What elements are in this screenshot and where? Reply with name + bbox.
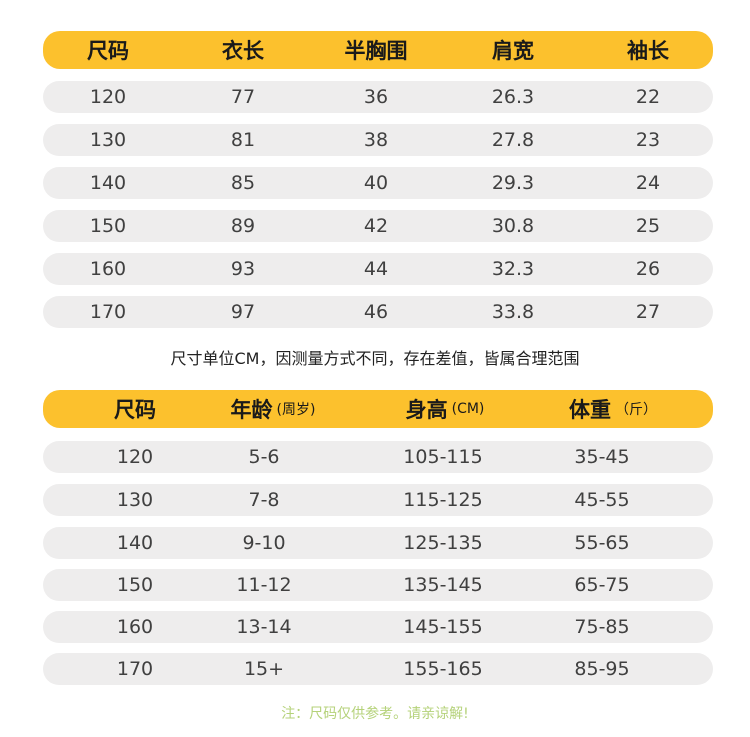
table-cell: 150 <box>116 574 154 596</box>
header-main: 体重 <box>569 398 611 422</box>
table-cell: 65-75 <box>574 574 630 596</box>
table1-header-shoulder: 肩宽 <box>492 39 534 63</box>
header-main: 尺码 <box>114 398 156 422</box>
table2-row: 140 9-10 125-135 55-65 <box>43 527 713 559</box>
table1-row: 140 85 40 29.3 24 <box>43 167 713 199</box>
table-cell: 15+ <box>243 658 285 680</box>
header-sub: （斤） <box>615 402 657 418</box>
table-cell: 22 <box>635 86 661 108</box>
table2-row: 160 13-14 145-155 75-85 <box>43 611 713 643</box>
table-cell: 120 <box>89 86 127 108</box>
table-cell: 160 <box>116 616 154 638</box>
table-cell: 24 <box>635 172 661 194</box>
table-cell: 32.3 <box>491 258 535 280</box>
table1-header-size: 尺码 <box>87 39 129 63</box>
table-cell: 115-125 <box>403 489 483 511</box>
table-cell: 13-14 <box>236 616 292 638</box>
table-cell: 27 <box>635 301 661 323</box>
table-cell: 97 <box>230 301 256 323</box>
table-cell: 38 <box>363 129 389 151</box>
table2-row: 130 7-8 115-125 45-55 <box>43 484 713 516</box>
table-cell: 81 <box>230 129 256 151</box>
table-cell: 145-155 <box>403 616 483 638</box>
table1-row: 130 81 38 27.8 23 <box>43 124 713 156</box>
table1-header: 尺码 衣长 半胸围 肩宽 袖长 <box>43 31 713 69</box>
table-cell: 120 <box>116 446 154 468</box>
table-cell: 160 <box>89 258 127 280</box>
table-cell: 9-10 <box>242 532 286 554</box>
table-cell: 135-145 <box>403 574 483 596</box>
header-main: 身高 <box>405 398 448 422</box>
table-cell: 130 <box>89 129 127 151</box>
table-cell: 40 <box>363 172 389 194</box>
table-cell: 42 <box>363 215 389 237</box>
table1-row: 150 89 42 30.8 25 <box>43 210 713 242</box>
table1-row: 170 97 46 33.8 27 <box>43 296 713 328</box>
table-cell: 85-95 <box>574 658 630 680</box>
table-cell: 35-45 <box>574 446 630 468</box>
table-cell: 170 <box>89 301 127 323</box>
table-cell: 77 <box>230 86 256 108</box>
table-cell: 140 <box>89 172 127 194</box>
table-cell: 46 <box>363 301 389 323</box>
table-cell: 7-8 <box>248 489 280 511</box>
header-main: 年龄 <box>230 398 273 422</box>
table1-row: 120 77 36 26.3 22 <box>43 81 713 113</box>
table-cell: 33.8 <box>491 301 535 323</box>
table-cell: 105-115 <box>403 446 483 468</box>
table-cell: 23 <box>635 129 661 151</box>
table2-row: 120 5-6 105-115 35-45 <box>43 441 713 473</box>
table1-header-length: 衣长 <box>222 39 264 63</box>
table2-row: 170 15+ 155-165 85-95 <box>43 653 713 685</box>
table-cell: 25 <box>635 215 661 237</box>
table-cell: 85 <box>230 172 256 194</box>
reference-note: 注：尺码仅供参考。请亲谅解! <box>281 706 469 722</box>
table-cell: 36 <box>363 86 389 108</box>
header-sub: (CM) <box>451 401 485 417</box>
table-cell: 155-165 <box>403 658 483 680</box>
table-cell: 5-6 <box>248 446 280 468</box>
table-cell: 93 <box>230 258 256 280</box>
table2-header-height: 身高 (CM) <box>406 390 485 428</box>
table-cell: 29.3 <box>491 172 535 194</box>
header-sub: (周岁) <box>276 402 316 418</box>
table2-header: 尺码 年龄 (周岁) 身高 (CM) 体重 （斤） <box>43 390 713 428</box>
table1-row: 160 93 44 32.3 26 <box>43 253 713 285</box>
table-cell: 30.8 <box>491 215 535 237</box>
table2-header-size: 尺码 <box>114 390 156 428</box>
table-cell: 150 <box>89 215 127 237</box>
table2-header-weight: 体重 （斤） <box>569 390 657 428</box>
table-cell: 45-55 <box>574 489 630 511</box>
table-cell: 26 <box>635 258 661 280</box>
table-cell: 11-12 <box>236 574 292 596</box>
table-cell: 130 <box>116 489 154 511</box>
table-cell: 89 <box>230 215 256 237</box>
table-cell: 75-85 <box>574 616 630 638</box>
table1-header-half-chest: 半胸围 <box>344 39 408 63</box>
table-cell: 55-65 <box>574 532 630 554</box>
table-cell: 140 <box>116 532 154 554</box>
table-cell: 125-135 <box>403 532 483 554</box>
table-cell: 26.3 <box>491 86 535 108</box>
table2-row: 150 11-12 135-145 65-75 <box>43 569 713 601</box>
measurement-note: 尺寸单位CM，因测量方式不同，存在差值，皆属合理范围 <box>170 349 580 368</box>
table2-header-age: 年龄 (周岁) <box>231 390 316 428</box>
table-cell: 170 <box>116 658 154 680</box>
table-cell: 44 <box>363 258 389 280</box>
table1-header-sleeve: 袖长 <box>627 39 669 63</box>
table-cell: 27.8 <box>491 129 535 151</box>
